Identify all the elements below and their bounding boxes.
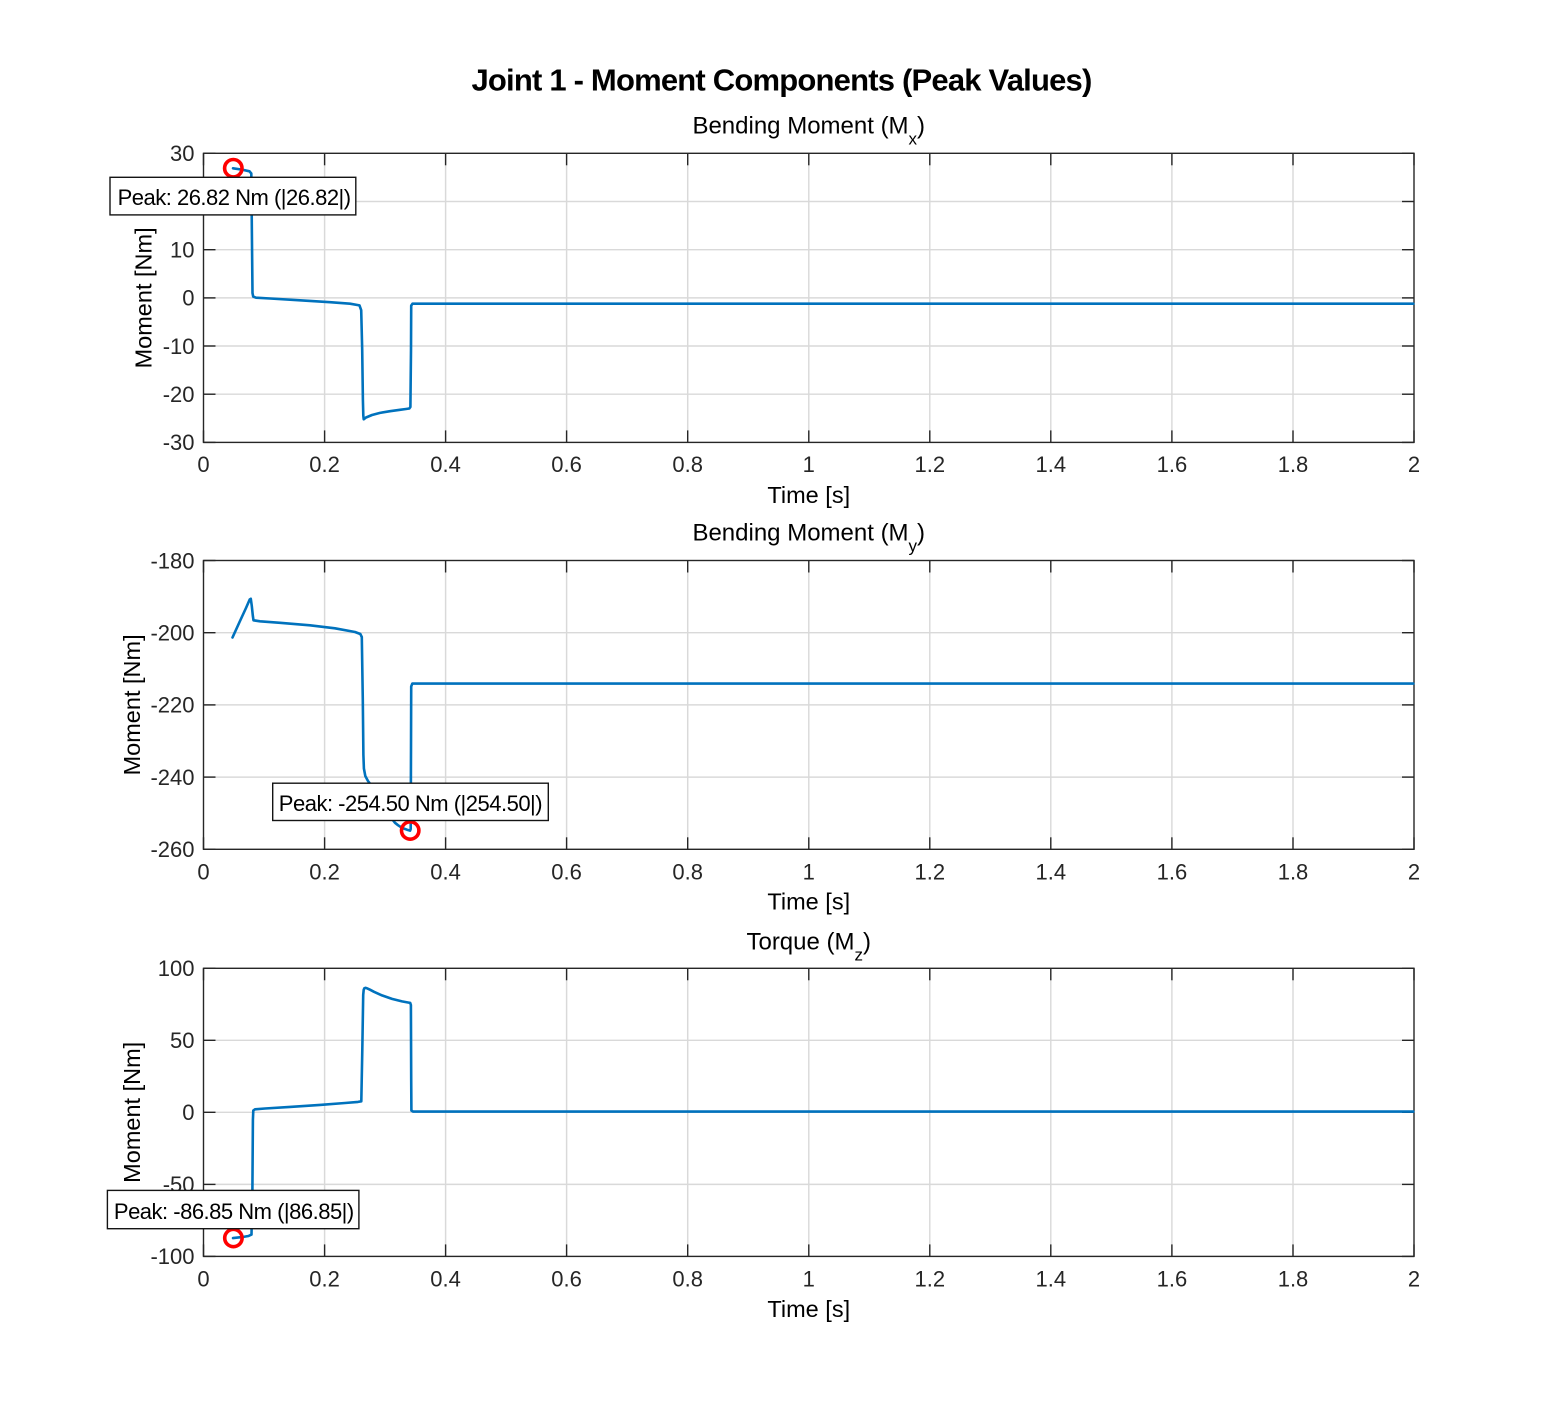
svg-text:1.6: 1.6 <box>1157 1266 1188 1291</box>
svg-text:-220: -220 <box>150 693 194 718</box>
svg-text:1.2: 1.2 <box>915 1266 946 1291</box>
svg-text:1.2: 1.2 <box>915 859 946 884</box>
svg-text:1: 1 <box>803 859 815 884</box>
svg-text:Joint 1 - Moment Components (P: Joint 1 - Moment Components (Peak Values… <box>471 62 1091 97</box>
svg-text:0.4: 0.4 <box>430 859 461 884</box>
svg-text:Time [s]: Time [s] <box>767 1296 850 1322</box>
svg-text:Time [s]: Time [s] <box>767 889 850 915</box>
svg-text:0.2: 0.2 <box>309 452 340 477</box>
svg-text:-180: -180 <box>150 548 194 573</box>
svg-text:0.6: 0.6 <box>551 1266 582 1291</box>
svg-text:0.8: 0.8 <box>672 452 703 477</box>
svg-text:0: 0 <box>197 452 209 477</box>
svg-text:100: 100 <box>158 956 195 981</box>
svg-text:0.4: 0.4 <box>430 452 461 477</box>
svg-text:-30: -30 <box>163 430 195 455</box>
svg-text:1.4: 1.4 <box>1036 452 1067 477</box>
svg-text:-200: -200 <box>150 621 194 646</box>
svg-text:0: 0 <box>182 286 194 311</box>
svg-text:50: 50 <box>170 1028 194 1053</box>
svg-text:0.6: 0.6 <box>551 859 582 884</box>
svg-text:Peak: -254.50 Nm (|254.50|): Peak: -254.50 Nm (|254.50|) <box>279 791 542 816</box>
svg-text:1.4: 1.4 <box>1036 1266 1067 1291</box>
svg-text:0: 0 <box>197 1266 209 1291</box>
svg-text:1: 1 <box>803 1266 815 1291</box>
svg-text:1.2: 1.2 <box>915 452 946 477</box>
svg-text:0.4: 0.4 <box>430 1266 461 1291</box>
svg-text:2: 2 <box>1408 859 1420 884</box>
svg-text:Time [s]: Time [s] <box>767 482 850 508</box>
svg-text:0.8: 0.8 <box>672 859 703 884</box>
svg-text:1.4: 1.4 <box>1036 859 1067 884</box>
svg-text:0.6: 0.6 <box>551 452 582 477</box>
svg-text:0.8: 0.8 <box>672 1266 703 1291</box>
svg-text:Moment [Nm]: Moment [Nm] <box>119 1042 145 1183</box>
svg-text:1.6: 1.6 <box>1157 452 1188 477</box>
svg-text:0: 0 <box>197 859 209 884</box>
svg-text:10: 10 <box>170 238 194 263</box>
svg-text:2: 2 <box>1408 452 1420 477</box>
svg-text:1.8: 1.8 <box>1278 452 1309 477</box>
svg-text:0.2: 0.2 <box>309 859 340 884</box>
svg-text:1: 1 <box>803 452 815 477</box>
svg-text:0: 0 <box>182 1100 194 1125</box>
svg-text:1.6: 1.6 <box>1157 859 1188 884</box>
svg-text:-240: -240 <box>150 765 194 790</box>
svg-text:-260: -260 <box>150 837 194 862</box>
svg-text:-10: -10 <box>163 334 195 359</box>
svg-text:2: 2 <box>1408 1266 1420 1291</box>
svg-text:Moment [Nm]: Moment [Nm] <box>119 634 145 775</box>
svg-text:Moment [Nm]: Moment [Nm] <box>131 227 157 368</box>
svg-text:Peak: -86.85 Nm (|86.85|): Peak: -86.85 Nm (|86.85|) <box>114 1199 354 1224</box>
svg-text:1.8: 1.8 <box>1278 1266 1309 1291</box>
svg-text:-100: -100 <box>150 1244 194 1269</box>
svg-text:-20: -20 <box>163 382 195 407</box>
svg-text:30: 30 <box>170 141 194 166</box>
svg-text:1.8: 1.8 <box>1278 859 1309 884</box>
svg-text:0.2: 0.2 <box>309 1266 340 1291</box>
svg-text:Peak: 26.82 Nm (|26.82|): Peak: 26.82 Nm (|26.82|) <box>118 185 351 210</box>
